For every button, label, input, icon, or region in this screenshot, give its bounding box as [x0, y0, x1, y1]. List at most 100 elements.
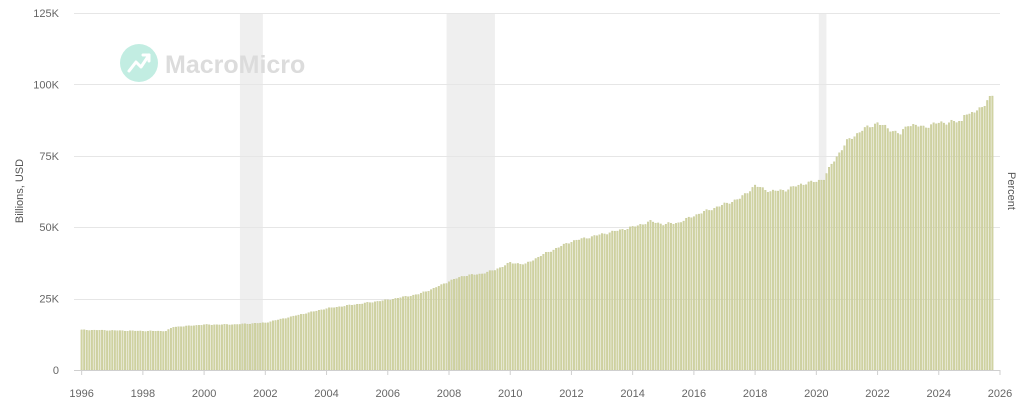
bar [384, 299, 387, 371]
bar [953, 121, 956, 371]
x-tick-label: 2014 [620, 388, 644, 400]
bar [909, 126, 912, 371]
bar [208, 324, 211, 371]
bar [254, 323, 257, 371]
bar [180, 326, 183, 371]
bar [481, 273, 484, 371]
bar [728, 203, 731, 371]
bar [787, 189, 790, 371]
bar [269, 321, 272, 371]
bar [659, 223, 662, 371]
bar [363, 302, 366, 371]
bar [675, 223, 677, 371]
bar [205, 324, 208, 371]
bar [251, 323, 254, 371]
bar [284, 318, 287, 371]
bar [603, 233, 606, 371]
bar [264, 322, 267, 371]
bar [259, 322, 262, 371]
bar [736, 199, 739, 371]
bar [634, 226, 637, 371]
bar [391, 299, 394, 371]
bar [738, 198, 741, 371]
bar [302, 314, 305, 371]
bar [807, 181, 810, 371]
bar [241, 323, 244, 371]
bar [902, 129, 905, 371]
bar [710, 210, 713, 371]
bar [152, 330, 155, 371]
bar [361, 303, 364, 371]
bar [203, 324, 206, 371]
bar [437, 286, 440, 371]
bar [685, 217, 688, 371]
bar [815, 181, 818, 371]
bar [394, 298, 397, 371]
bar [417, 294, 420, 371]
bar [338, 306, 341, 371]
x-tick-label: 2020 [804, 388, 828, 400]
bar [381, 300, 384, 371]
bar [578, 239, 581, 371]
bar [945, 124, 948, 371]
watermark: MacroMicro [120, 44, 305, 82]
bar [312, 311, 315, 371]
x-tick-label: 2002 [253, 388, 277, 400]
bar [922, 125, 925, 371]
bar [511, 263, 514, 371]
bar [164, 331, 167, 371]
bar [942, 122, 945, 371]
bar [955, 122, 958, 371]
bar [733, 199, 736, 371]
bar [238, 324, 241, 371]
bar [835, 156, 838, 371]
y2-axis-title: Percent [1005, 172, 1017, 210]
bar [124, 330, 126, 371]
bar [287, 317, 290, 371]
bar [861, 130, 864, 371]
bar [407, 296, 410, 371]
bar [772, 189, 774, 371]
bar [802, 184, 805, 371]
bar [817, 179, 820, 371]
bar [917, 126, 920, 371]
bar [743, 193, 746, 371]
bar [243, 323, 246, 371]
bar [976, 110, 978, 371]
x-tick-label: 1998 [131, 388, 155, 400]
bar [353, 304, 356, 371]
bar [766, 192, 769, 371]
y-tick-label: 100K [33, 79, 59, 91]
bar [305, 313, 308, 371]
bar [868, 127, 871, 371]
gridlines [74, 13, 1000, 300]
bar [113, 330, 116, 371]
bar [118, 330, 121, 371]
x-tick-label: 2008 [437, 388, 461, 400]
y-tick-label: 75K [39, 151, 59, 163]
bar [794, 186, 797, 371]
bar [147, 330, 149, 371]
bar [639, 224, 642, 371]
bar [514, 263, 517, 371]
bar [106, 330, 109, 371]
y-tick-label: 125K [33, 8, 59, 20]
bar [389, 299, 392, 371]
bar [320, 309, 323, 371]
bar [713, 208, 716, 371]
bar [751, 187, 754, 371]
bar [435, 287, 438, 371]
bar [616, 230, 619, 371]
bar-series [80, 95, 994, 371]
bar [231, 324, 234, 371]
bar [172, 327, 175, 371]
bar [914, 124, 917, 371]
bar [445, 283, 448, 371]
bar [583, 237, 586, 371]
bar [871, 127, 874, 371]
x-tick-label: 1996 [69, 388, 93, 400]
bar [662, 225, 665, 371]
bar [606, 234, 609, 371]
bar [886, 128, 889, 371]
bar [759, 187, 762, 371]
